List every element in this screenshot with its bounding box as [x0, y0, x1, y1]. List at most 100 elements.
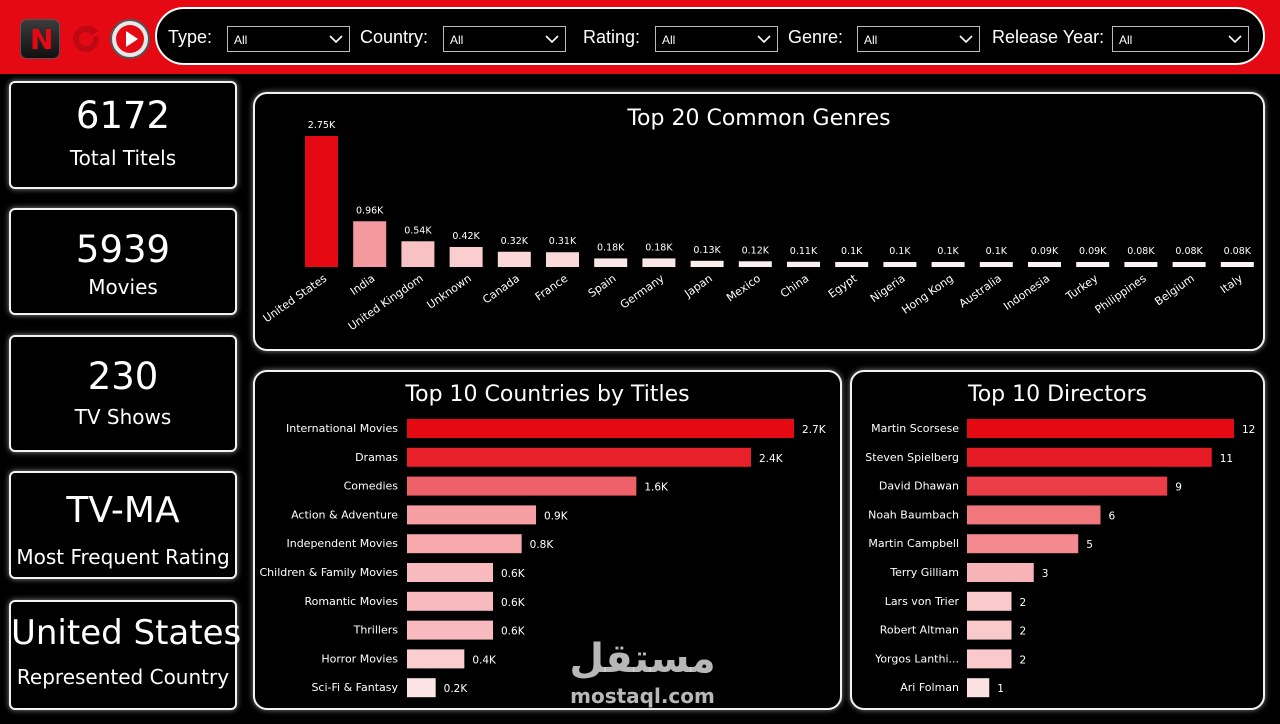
data-label: 0.09K [1031, 246, 1059, 257]
data-label: 2.7K [802, 424, 827, 436]
kpi-movies-value: 5939 [75, 228, 171, 271]
tick-label: Hong Kong [899, 272, 955, 317]
bar [407, 534, 522, 554]
tick-label: Spain [586, 272, 619, 300]
bar [546, 252, 579, 267]
bar [738, 261, 772, 267]
data-label: 0.96K [356, 205, 384, 216]
data-label: 0.6K [501, 568, 526, 580]
bar [353, 221, 387, 267]
kpi-country-value: United States [11, 613, 242, 653]
bar [967, 505, 1101, 525]
kpi-rating-label: Most Frequent Rating [16, 545, 230, 569]
category-label: Terry Gilliam [889, 566, 959, 579]
category-label: Dramas [355, 451, 398, 464]
category-label: Martin Scorsese [871, 422, 959, 435]
bar [690, 260, 724, 267]
kpi-movies-card: 5939 Movies [9, 208, 237, 315]
kpi-tv-shows-label: TV Shows [74, 405, 172, 429]
top-countries-panel: Top 10 Countries by Titles International… [253, 370, 842, 710]
bar [835, 262, 869, 267]
chevron-down-icon [1228, 35, 1242, 44]
bar [1124, 262, 1158, 267]
data-label: 0.11K [790, 246, 818, 257]
bar [407, 419, 794, 438]
top-genres-panel: Top 20 Common Genres 2.75K United States 0… [253, 92, 1265, 351]
data-label: 1.6K [644, 482, 669, 494]
kpi-country-label: Represented Country [16, 665, 230, 689]
kpi-total-titles-label: Total Titels [69, 146, 177, 170]
category-label: Horror Movies [321, 652, 398, 665]
kpi-tv-shows-card: 230 TV Shows [9, 335, 237, 452]
kpi-total-titles-card: 6172 Total Titels [9, 81, 237, 189]
tick-label: Turkey [1063, 272, 1101, 304]
filter-release-year-select[interactable]: All [1112, 26, 1249, 52]
kpi-movies-label: Movies [88, 275, 158, 299]
bar [967, 419, 1234, 438]
tick-label: United States [261, 272, 330, 326]
filter-rating-label: Rating: [583, 27, 641, 47]
bar [967, 534, 1079, 554]
bar [967, 678, 990, 698]
refresh-icon[interactable] [66, 19, 106, 59]
category-label: Steven Spielberg [865, 451, 959, 464]
kpi-total-titles-value: 6172 [75, 94, 171, 137]
data-label: 0.18K [645, 242, 673, 253]
bar [407, 620, 493, 640]
top-directors-panel: Top 10 Directors Martin Scorsese 12 Steven… [850, 370, 1265, 710]
chart-title: Top 10 Countries by Titles [405, 382, 690, 407]
bar [449, 246, 483, 267]
data-label: 1 [997, 683, 1004, 695]
filter-type-select[interactable]: All [227, 26, 350, 52]
bar [642, 258, 676, 267]
bar [1076, 262, 1110, 267]
filter-release-year-label: Release Year: [992, 27, 1105, 47]
play-icon[interactable] [110, 19, 150, 59]
bar [967, 447, 1212, 467]
bar [594, 258, 628, 267]
data-label: 0.1K [889, 246, 911, 257]
chart-title: Top 10 Directors [968, 382, 1147, 407]
category-label: Martin Campbell [868, 537, 959, 550]
kpi-country-card: United States Represented Country [9, 600, 242, 710]
tick-label: India [348, 272, 378, 298]
bar [497, 251, 531, 267]
data-label: 6 [1109, 510, 1116, 522]
bar [967, 476, 1168, 496]
bar [883, 262, 917, 267]
data-label: 12 [1242, 424, 1255, 436]
chart-title: Top 20 Common Genres [627, 106, 891, 131]
tick-label: Egypt [826, 271, 860, 300]
tick-label: Australia [957, 272, 1004, 311]
data-label: 11 [1220, 453, 1233, 465]
filter-genre-label: Genre: [788, 27, 844, 47]
netflix-logo-icon[interactable]: N [20, 19, 60, 59]
data-label: 0.08K [1224, 246, 1252, 257]
tick-label: Japan [681, 272, 714, 301]
data-label: 0.12K [742, 245, 770, 256]
data-label: 0.09K [1079, 246, 1107, 257]
filter-country-label: Country: [360, 27, 429, 47]
tick-label: Italy [1218, 272, 1245, 297]
watermark-arabic: مستقل [569, 636, 716, 682]
bar [407, 447, 751, 467]
filter-country-select[interactable]: All [443, 26, 566, 52]
filter-country-value: All [450, 33, 464, 47]
tick-label: Canada [480, 272, 522, 307]
data-label: 0.31K [549, 236, 577, 247]
category-label: Yorgos Lanthi... [874, 652, 959, 665]
category-label: Noah Baumbach [868, 508, 959, 521]
bar [967, 563, 1034, 582]
tick-label: Germany [618, 272, 667, 312]
category-label: International Movies [286, 422, 398, 435]
filter-rating-select[interactable]: All [655, 26, 778, 52]
chevron-down-icon [329, 35, 343, 44]
data-label: 0.8K [530, 539, 555, 551]
data-label: 0.4K [472, 654, 497, 666]
bar [407, 649, 465, 669]
category-label: Thrillers [353, 624, 399, 637]
header-bar: N Type: All Country: All Rating: All Gen… [0, 0, 1280, 74]
filter-genre-select[interactable]: All [857, 26, 980, 52]
